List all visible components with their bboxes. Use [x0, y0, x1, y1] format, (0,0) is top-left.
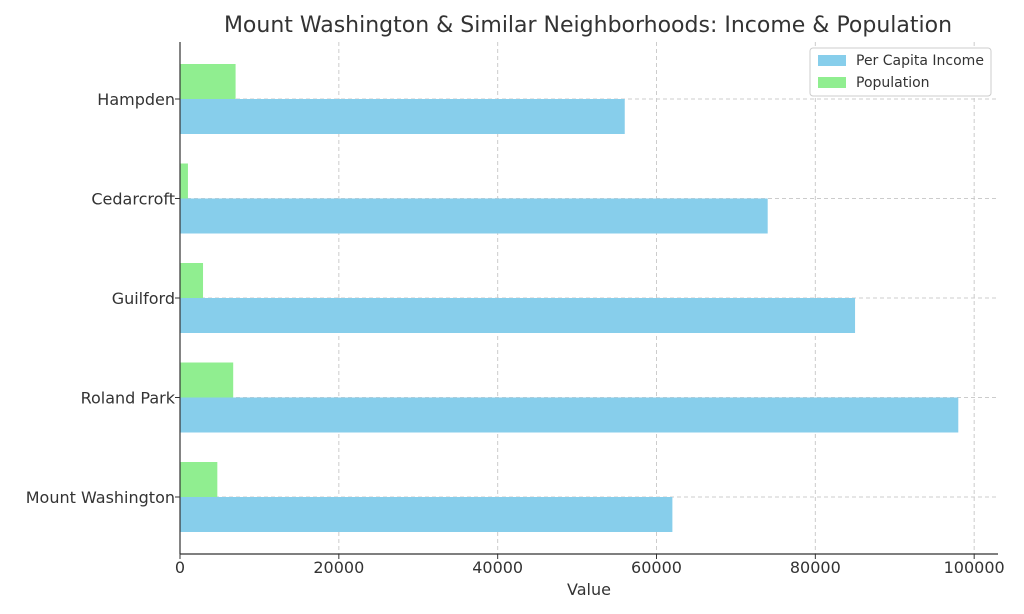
- legend-label: Per Capita Income: [856, 53, 984, 69]
- bar-per-capita-income: [180, 198, 768, 234]
- x-tick-label: 20000: [313, 558, 364, 577]
- bar-population: [180, 362, 234, 398]
- bar-population: [180, 64, 236, 99]
- bar-population: [180, 462, 218, 497]
- legend-label: Population: [856, 75, 930, 91]
- y-tick-label: Guilford: [112, 289, 175, 308]
- bar-population: [180, 163, 188, 199]
- x-tick-label: 0: [175, 558, 185, 577]
- x-axis-label: Value: [567, 580, 611, 599]
- y-ticks: Mount Washington Roland Park Guilford Cedar…: [26, 90, 180, 507]
- y-tick-label: Hampden: [97, 90, 175, 109]
- legend-swatch: [818, 77, 846, 88]
- x-ticks: 0 20000 40000 60000 80000 100000: [175, 554, 1005, 577]
- x-tick-label: 80000: [790, 558, 841, 577]
- chart-title: Mount Washington & Similar Neighborhoods…: [224, 13, 952, 38]
- bar-per-capita-income: [180, 397, 959, 433]
- x-tick-label: 40000: [472, 558, 523, 577]
- x-tick-label: 60000: [631, 558, 682, 577]
- x-tick-label: 100000: [944, 558, 1005, 577]
- bars: [180, 64, 959, 532]
- bar-population: [180, 263, 204, 298]
- bar-per-capita-income: [180, 99, 625, 134]
- legend-box: [809, 47, 992, 97]
- legend-swatch: [818, 55, 846, 66]
- y-tick-label: Roland Park: [81, 389, 176, 408]
- y-tick-label: Mount Washington: [26, 488, 175, 507]
- y-tick-label: Cedarcroft: [91, 190, 175, 209]
- bar-per-capita-income: [180, 497, 673, 532]
- legend: Per Capita Income Population: [809, 47, 992, 97]
- bar-per-capita-income: [180, 298, 856, 333]
